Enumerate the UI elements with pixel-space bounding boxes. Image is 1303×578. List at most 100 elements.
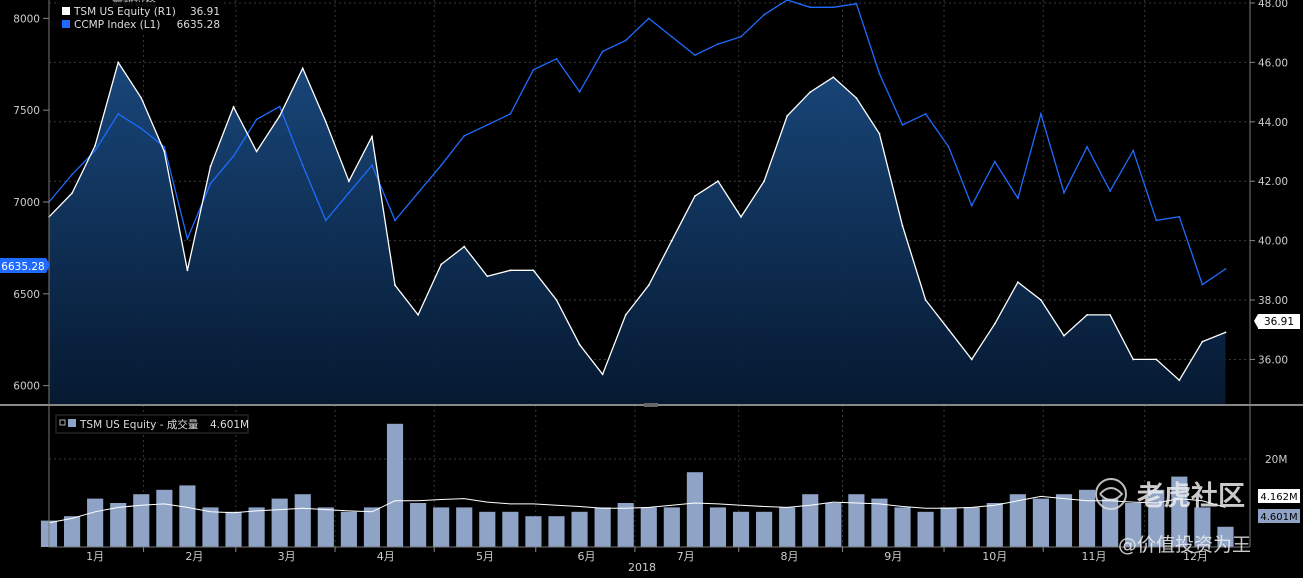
data-point-tsm bbox=[232, 106, 235, 108]
data-point-tsm bbox=[1040, 299, 1042, 301]
left-axis-tick-label: 7500 bbox=[13, 105, 40, 117]
data-point-tsm bbox=[71, 192, 73, 194]
line-layer bbox=[48, 0, 1227, 382]
volume-bar bbox=[202, 507, 219, 547]
data-point-tsm bbox=[347, 180, 350, 183]
data-point-ccmp bbox=[1109, 190, 1112, 192]
panel-resize-handle[interactable] bbox=[644, 403, 658, 407]
volume-bar bbox=[640, 507, 657, 547]
data-point-tsm bbox=[832, 76, 835, 79]
volume-bar bbox=[663, 507, 680, 547]
data-point-ccmp bbox=[347, 191, 350, 194]
volume-last-tag: 4.601M bbox=[1258, 509, 1300, 523]
volume-bar bbox=[1102, 498, 1119, 547]
data-point-tsm bbox=[947, 328, 950, 331]
volume-bar bbox=[894, 507, 911, 547]
volume-bar bbox=[548, 516, 565, 547]
volume-bar bbox=[1032, 498, 1049, 547]
data-point-ccmp bbox=[394, 219, 396, 222]
data-point-ccmp bbox=[555, 57, 558, 60]
data-point-ccmp bbox=[163, 146, 166, 148]
volume-bar bbox=[825, 503, 842, 547]
data-point-ccmp bbox=[832, 6, 835, 9]
series-line-ccmp bbox=[48, 0, 1226, 286]
volume-legend-box bbox=[55, 414, 249, 434]
x-axis-month-label: 3月 bbox=[278, 550, 296, 563]
data-point-ccmp bbox=[809, 6, 812, 9]
volume-bar bbox=[133, 494, 150, 547]
volume-bar bbox=[1009, 494, 1026, 547]
data-point-ccmp bbox=[647, 17, 650, 20]
right-price-tag-bg bbox=[1258, 314, 1300, 329]
legend-swatch-ccmp bbox=[62, 20, 70, 28]
volume-legend-swatch bbox=[68, 419, 76, 427]
data-point-ccmp bbox=[371, 164, 373, 167]
right-axis-tick-label: 46.00 bbox=[1258, 57, 1288, 69]
data-point-tsm bbox=[670, 239, 673, 242]
volume-bar bbox=[617, 503, 634, 547]
data-point-tsm bbox=[394, 284, 396, 287]
data-point-ccmp bbox=[1155, 219, 1158, 222]
volume-bar bbox=[110, 503, 127, 547]
data-point-ccmp bbox=[1132, 149, 1135, 152]
volume-bar bbox=[986, 503, 1003, 547]
volume-bar bbox=[802, 494, 819, 547]
volume-avg-tag-text: 4.162M bbox=[1260, 492, 1297, 503]
data-point-ccmp bbox=[440, 164, 443, 167]
data-point-ccmp bbox=[278, 105, 281, 108]
data-point-tsm bbox=[601, 373, 604, 376]
data-point-ccmp bbox=[670, 35, 673, 38]
data-point-tsm bbox=[1109, 313, 1112, 316]
volume-bar bbox=[502, 511, 519, 547]
tsm-area-fill bbox=[49, 62, 1226, 405]
data-point-tsm bbox=[1178, 379, 1181, 382]
volume-bar bbox=[709, 507, 727, 547]
data-point-tsm bbox=[163, 150, 166, 153]
legend-box bbox=[58, 2, 223, 32]
right-axis-tick-label: 36.00 bbox=[1258, 354, 1288, 366]
data-point-ccmp bbox=[117, 112, 120, 115]
data-point-ccmp bbox=[255, 118, 258, 121]
data-point-tsm bbox=[255, 150, 258, 153]
legend-label-ccmp: CCMP Index (L1) bbox=[74, 19, 160, 31]
data-point-tsm bbox=[278, 114, 281, 117]
legend: TSM US Equity (R1) 36.91 CCMP Index (L1)… bbox=[58, 2, 223, 32]
data-point-ccmp bbox=[509, 112, 512, 115]
left-price-tag-bg bbox=[0, 258, 46, 273]
data-point-tsm bbox=[117, 61, 120, 64]
volume-bar bbox=[1078, 489, 1096, 547]
data-point-ccmp bbox=[1040, 112, 1042, 115]
data-point-tsm bbox=[717, 180, 719, 183]
data-point-tsm bbox=[624, 313, 627, 316]
x-axis-month-label: 4月 bbox=[377, 550, 395, 563]
data-point-ccmp bbox=[140, 127, 143, 130]
data-point-tsm bbox=[1224, 331, 1227, 334]
data-point-tsm bbox=[1201, 340, 1204, 343]
volume-bar bbox=[156, 489, 173, 547]
data-point-tsm bbox=[440, 263, 443, 266]
volume-bar bbox=[732, 511, 750, 547]
volume-bar bbox=[594, 507, 611, 547]
data-point-tsm bbox=[140, 97, 143, 99]
data-point-ccmp bbox=[1201, 283, 1204, 286]
volume-bar bbox=[779, 507, 796, 547]
data-point-tsm bbox=[1132, 358, 1135, 361]
data-point-tsm bbox=[371, 135, 373, 138]
volume-bar bbox=[871, 498, 888, 547]
x-axis-month-label: 5月 bbox=[476, 550, 494, 563]
data-point-tsm bbox=[486, 275, 489, 278]
data-point-tsm bbox=[1155, 358, 1158, 361]
volume-axis-tick-label: 20M bbox=[1265, 454, 1287, 466]
volume-bar bbox=[271, 498, 288, 547]
data-point-tsm bbox=[94, 144, 97, 147]
volume-bar bbox=[917, 511, 934, 547]
data-point-tsm bbox=[417, 313, 419, 316]
data-point-tsm bbox=[878, 132, 881, 135]
volume-bar bbox=[963, 507, 980, 547]
volume-bar bbox=[386, 423, 404, 547]
data-point-tsm bbox=[993, 322, 996, 325]
data-point-ccmp bbox=[901, 123, 904, 126]
data-point-ccmp bbox=[970, 204, 973, 207]
volume-legend-toggle-icon[interactable] bbox=[59, 419, 66, 426]
volume-bar bbox=[225, 511, 242, 547]
